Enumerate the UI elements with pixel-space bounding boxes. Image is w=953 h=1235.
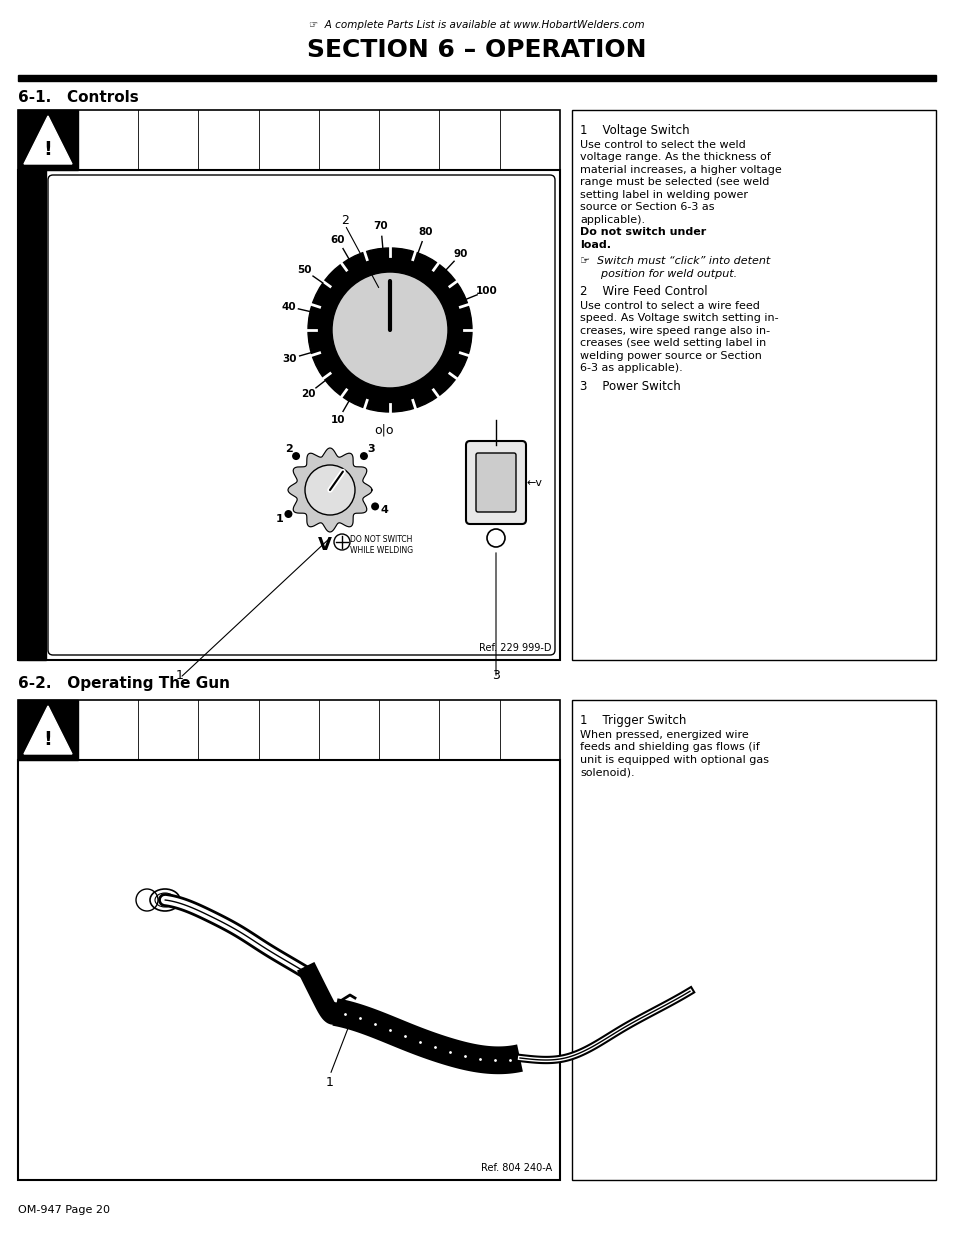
Text: voltage range. As the thickness of: voltage range. As the thickness of (579, 152, 770, 162)
Circle shape (371, 503, 378, 510)
Text: When pressed, energized wire: When pressed, energized wire (579, 730, 748, 740)
Text: speed. As Voltage switch setting in-: speed. As Voltage switch setting in- (579, 312, 778, 324)
Text: V: V (317, 536, 332, 555)
Text: 20: 20 (300, 389, 314, 399)
Circle shape (284, 510, 293, 517)
Text: creases (see weld setting label in: creases (see weld setting label in (579, 338, 765, 348)
Text: Use control to select the weld: Use control to select the weld (579, 140, 745, 149)
Text: Ref. 229 999-D: Ref. 229 999-D (479, 643, 552, 653)
Text: 2: 2 (285, 445, 293, 454)
Text: applicable).: applicable). (579, 215, 644, 225)
Bar (18, 110, 78, 170)
Polygon shape (24, 706, 71, 755)
Text: Ref. 804 240-A: Ref. 804 240-A (480, 1163, 552, 1173)
Text: 10: 10 (331, 415, 345, 425)
Bar (18, 170, 46, 659)
Bar (18, 170, 559, 659)
Text: SECTION 6 – OPERATION: SECTION 6 – OPERATION (307, 38, 646, 62)
Text: 70: 70 (374, 221, 388, 231)
Text: range must be selected (see weld: range must be selected (see weld (579, 177, 768, 186)
Text: 2: 2 (341, 214, 349, 226)
Text: creases, wire speed range also in-: creases, wire speed range also in- (579, 326, 769, 336)
Text: unit is equipped with optional gas: unit is equipped with optional gas (579, 755, 768, 764)
Circle shape (305, 466, 355, 515)
Text: 1    Trigger Switch: 1 Trigger Switch (579, 714, 685, 727)
Text: 6-1.   Controls: 6-1. Controls (18, 90, 138, 105)
Text: 4: 4 (380, 505, 388, 515)
Circle shape (308, 248, 472, 412)
Text: 1: 1 (275, 514, 283, 524)
Text: setting label in welding power: setting label in welding power (579, 189, 747, 200)
Bar (572, 700, 935, 1179)
Text: !: ! (44, 140, 52, 158)
Text: feeds and shielding gas flows (if: feeds and shielding gas flows (if (579, 742, 759, 752)
Circle shape (292, 452, 300, 461)
Text: 3    Power Switch: 3 Power Switch (579, 379, 680, 393)
Bar (18, 75, 935, 82)
Text: 3: 3 (367, 445, 375, 454)
Text: ←v: ←v (526, 478, 542, 488)
Text: 90: 90 (454, 249, 468, 259)
Text: position for weld output.: position for weld output. (579, 268, 737, 279)
Text: ☞  Switch must “click” into detent: ☞ Switch must “click” into detent (579, 256, 769, 266)
Text: 3: 3 (492, 668, 499, 682)
Text: Do not switch under: Do not switch under (579, 227, 705, 237)
Text: 80: 80 (417, 227, 433, 237)
Text: welding power source or Section: welding power source or Section (579, 351, 761, 361)
Text: o|o: o|o (374, 424, 394, 436)
Text: load.: load. (579, 240, 610, 249)
FancyBboxPatch shape (465, 441, 525, 524)
Text: solenoid).: solenoid). (579, 767, 634, 777)
FancyBboxPatch shape (476, 453, 516, 513)
Text: material increases, a higher voltage: material increases, a higher voltage (579, 164, 781, 174)
Text: ☞  A complete Parts List is available at www.HobartWelders.com: ☞ A complete Parts List is available at … (309, 20, 644, 30)
Text: DO NOT SWITCH
WHILE WELDING: DO NOT SWITCH WHILE WELDING (350, 535, 413, 555)
Text: 40: 40 (281, 301, 295, 311)
Text: 30: 30 (282, 353, 297, 363)
Circle shape (359, 452, 368, 461)
Text: OM-947 Page 20: OM-947 Page 20 (18, 1205, 110, 1215)
Text: source or Section 6-3 as: source or Section 6-3 as (579, 203, 714, 212)
Bar (18, 110, 559, 170)
Polygon shape (288, 448, 372, 532)
Text: 60: 60 (331, 235, 345, 245)
Text: !: ! (44, 730, 52, 748)
Text: 2    Wire Feed Control: 2 Wire Feed Control (579, 285, 707, 298)
Text: 50: 50 (297, 266, 312, 275)
Text: 1: 1 (176, 668, 184, 682)
Polygon shape (24, 116, 71, 164)
Bar (18, 700, 78, 760)
Text: 1    Voltage Switch: 1 Voltage Switch (579, 124, 689, 137)
Text: 6-2.   Operating The Gun: 6-2. Operating The Gun (18, 676, 230, 692)
Bar (18, 760, 559, 1179)
Text: Use control to select a wire feed: Use control to select a wire feed (579, 300, 760, 310)
Bar (18, 700, 559, 760)
Text: 100: 100 (475, 287, 497, 296)
Circle shape (332, 272, 448, 388)
Text: 6-3 as applicable).: 6-3 as applicable). (579, 363, 682, 373)
Text: 1: 1 (326, 1077, 334, 1089)
Bar (572, 110, 935, 659)
